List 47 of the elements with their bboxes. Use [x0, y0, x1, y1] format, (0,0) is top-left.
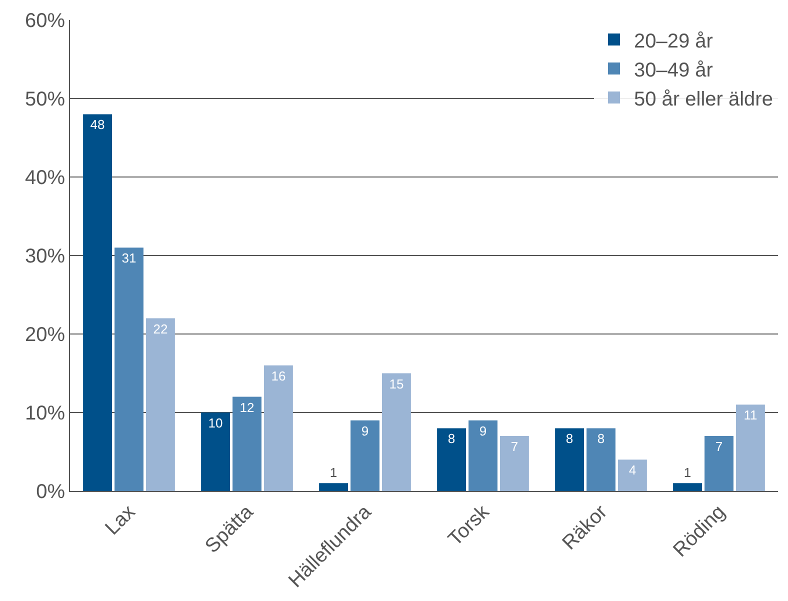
y-tick-label: 50%: [24, 88, 66, 110]
data-label: 31: [122, 250, 136, 266]
y-tick-label: 30%: [24, 246, 66, 268]
bar: [232, 396, 262, 491]
bar: [673, 483, 702, 491]
data-label: 8: [597, 431, 605, 446]
bar: [555, 428, 584, 491]
data-label: 16: [271, 368, 286, 384]
bar: [500, 436, 529, 491]
data-label: 7: [715, 439, 723, 454]
bar: [704, 436, 734, 491]
bar: [350, 420, 380, 491]
legend-label: 50 år eller äldre: [634, 88, 773, 110]
data-label: 8: [448, 431, 456, 446]
data-label: 1: [684, 465, 692, 480]
bar: [83, 114, 112, 491]
bar: [319, 483, 348, 491]
data-label: 15: [389, 376, 404, 392]
data-label: 1: [330, 465, 338, 480]
bar: [618, 460, 647, 491]
bar: [114, 248, 144, 491]
legend-label: 20–29 år: [634, 30, 714, 52]
data-label: 10: [208, 416, 223, 430]
bar: [146, 318, 175, 491]
data-label: 9: [361, 423, 369, 438]
y-tick-label: 60%: [24, 10, 66, 32]
data-label: 48: [90, 117, 105, 132]
x-tick-label: Lax: [101, 501, 140, 540]
bar: [586, 428, 616, 491]
y-tick-label: 10%: [24, 402, 66, 424]
bar: [437, 428, 466, 491]
y-tick-label: 40%: [24, 167, 66, 189]
legend-label: 30–49 år: [634, 59, 714, 82]
bar: [468, 420, 498, 491]
bar: [264, 365, 293, 491]
data-label: 7: [510, 439, 518, 454]
data-label: 12: [240, 400, 254, 415]
data-label: 9: [479, 423, 487, 438]
bar: [382, 373, 411, 491]
bar: [201, 412, 230, 491]
bar: [736, 404, 765, 491]
y-tick-label: 0%: [36, 481, 66, 503]
data-label: 11: [744, 408, 758, 423]
y-tick-label: 20%: [24, 324, 66, 346]
data-label: 8: [566, 431, 574, 446]
data-label: 22: [153, 321, 168, 336]
data-label: 4: [628, 462, 636, 478]
